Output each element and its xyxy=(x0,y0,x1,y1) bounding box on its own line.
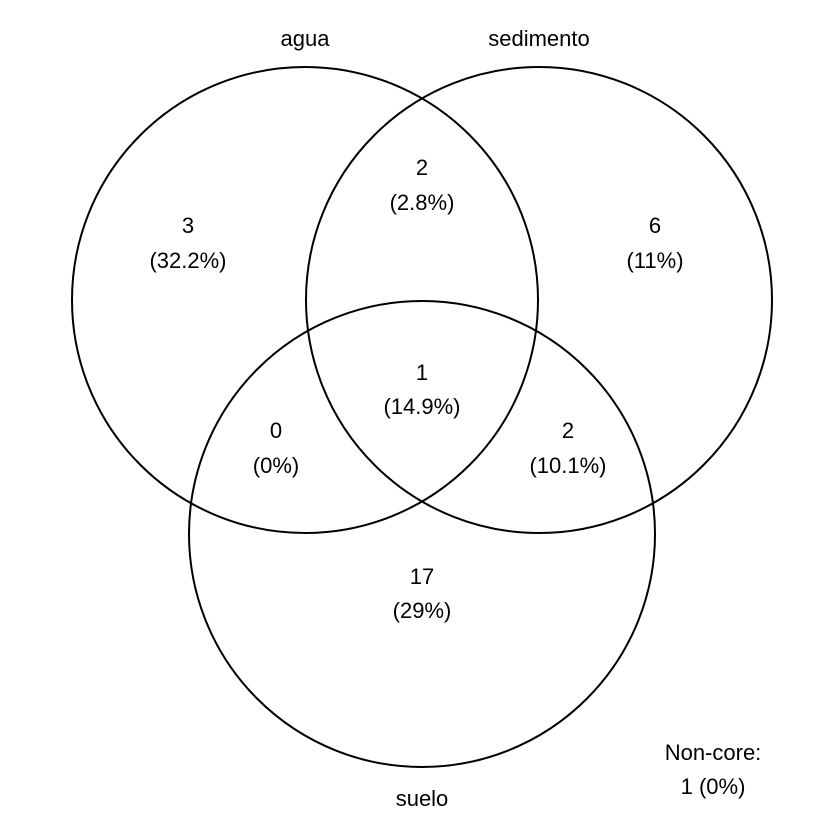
set-label-sedimento: sedimento xyxy=(488,26,590,51)
region-agua-sedimento-percent: (2.8%) xyxy=(390,190,455,215)
noncore-value: 1 (0%) xyxy=(681,774,746,799)
circle-suelo xyxy=(188,300,656,768)
region-sedimento-suelo-count: 2 xyxy=(562,418,574,443)
region-agua-only-count: 3 xyxy=(182,213,194,238)
region-suelo-only-count: 17 xyxy=(410,564,434,589)
region-agua-suelo-count: 0 xyxy=(270,418,282,443)
region-all-count: 1 xyxy=(416,360,428,385)
region-agua-suelo-percent: (0%) xyxy=(253,453,299,478)
region-agua-sedimento-count: 2 xyxy=(416,155,428,180)
set-label-suelo: suelo xyxy=(396,786,449,811)
region-sedimento-only-count: 6 xyxy=(649,213,661,238)
circle-agua xyxy=(71,66,539,534)
region-sedimento-suelo-percent: (10.1%) xyxy=(529,453,606,478)
region-all-percent: (14.9%) xyxy=(383,394,460,419)
set-label-agua: agua xyxy=(281,26,331,51)
circle-sedimento xyxy=(305,66,773,534)
region-sedimento-only-percent: (11%) xyxy=(626,248,683,273)
noncore-label: Non-core: xyxy=(665,740,762,765)
region-agua-only-percent: (32.2%) xyxy=(149,248,226,273)
region-suelo-only-percent: (29%) xyxy=(393,598,452,623)
